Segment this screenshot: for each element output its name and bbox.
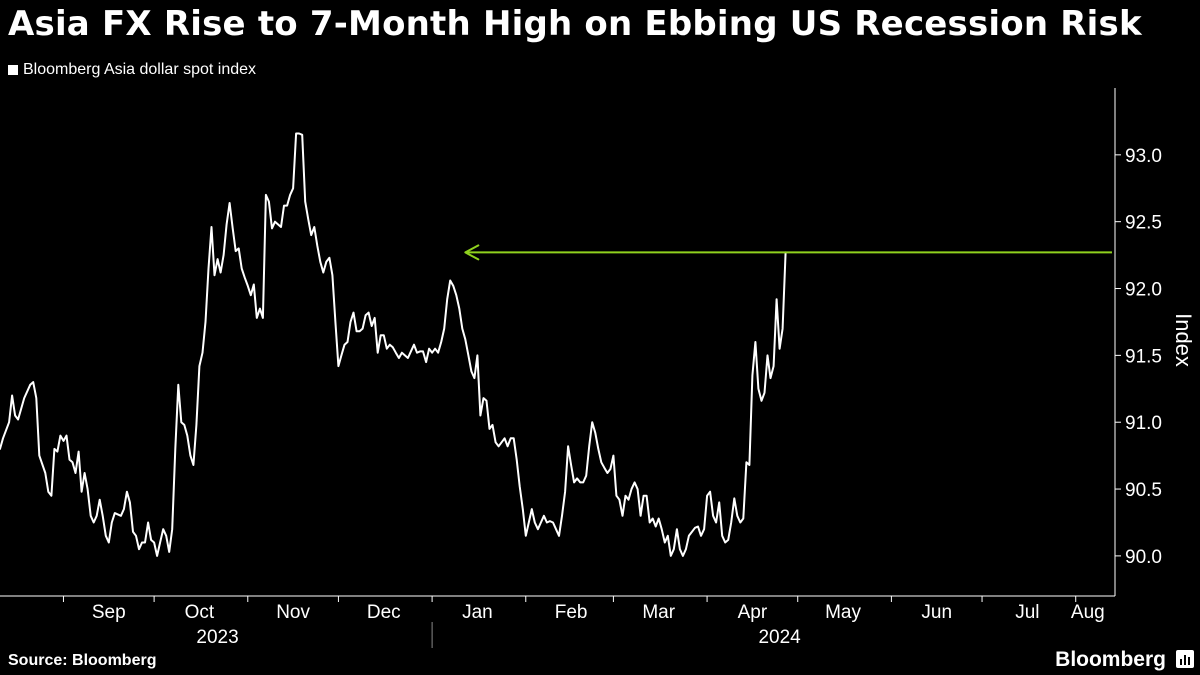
y-tick-label: 92.5 <box>1125 213 1162 234</box>
legend-swatch <box>8 65 18 75</box>
x-tick-label: Aug <box>1071 602 1105 623</box>
legend: Bloomberg Asia dollar spot index <box>8 61 256 79</box>
series-layer <box>0 132 787 557</box>
x-tick-label: Mar <box>642 602 675 623</box>
y-tick-label: 90.0 <box>1125 547 1162 568</box>
y-tick-label: 93.0 <box>1125 146 1162 167</box>
axis-layer: 90.0 90.5 91.0 91.5 92.0 92.5 93.0 Index Sep Oct N… <box>0 88 1196 648</box>
x-tick-label: Nov <box>276 602 310 623</box>
y-tick-label: 92.0 <box>1125 280 1162 301</box>
x-tick-label: Feb <box>555 602 588 623</box>
bloomberg-logo: Bloomberg <box>1055 648 1166 671</box>
x-tick-label: Jun <box>921 602 952 623</box>
year-label: 2023 <box>196 627 238 648</box>
annotation-arrow-head <box>464 244 480 261</box>
series-line-0 <box>0 132 787 557</box>
x-tick-label: Dec <box>367 602 401 623</box>
legend-label: Bloomberg Asia dollar spot index <box>23 61 257 78</box>
x-tick-label: Apr <box>738 602 768 623</box>
y-tick-label: 91.5 <box>1125 346 1162 367</box>
x-tick-label: Jul <box>1015 602 1039 623</box>
y-tick-label: 91.0 <box>1125 413 1162 434</box>
annotation-layer <box>464 244 1112 261</box>
year-label: 2024 <box>758 627 801 648</box>
bloomberg-chart-icon <box>1176 650 1194 668</box>
source-note: Source: Bloomberg <box>8 652 157 669</box>
y-axis-title: Index <box>1171 313 1196 367</box>
y-tick-label: 90.5 <box>1125 480 1162 501</box>
x-tick-label: Sep <box>92 602 126 623</box>
x-tick-label: Jan <box>462 602 493 623</box>
chart-title: Asia FX Rise to 7-Month High on Ebbing U… <box>8 4 1142 44</box>
x-tick-label: Oct <box>185 602 215 623</box>
x-tick-label: May <box>825 602 861 623</box>
